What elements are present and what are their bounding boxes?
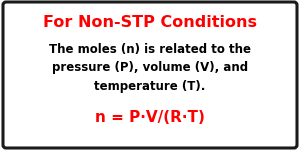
FancyBboxPatch shape [3, 2, 297, 148]
Text: For Non-STP Conditions: For Non-STP Conditions [43, 15, 257, 30]
Text: n = P·V/(R·T): n = P·V/(R·T) [95, 111, 205, 126]
Text: The moles (n) is related to the
pressure (P), volume (V), and
temperature (T).: The moles (n) is related to the pressure… [49, 43, 251, 93]
